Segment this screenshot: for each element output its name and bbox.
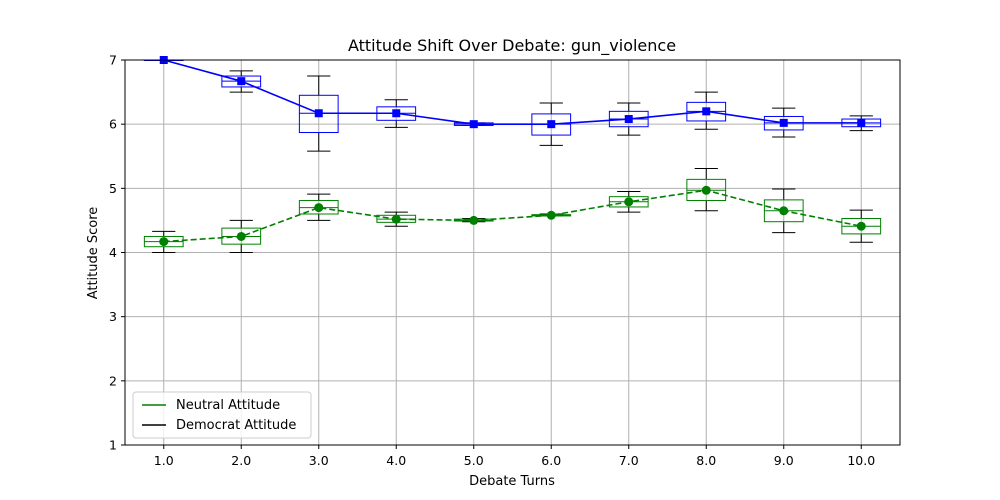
y-tick-label: 4 — [109, 245, 117, 260]
mean-markers — [159, 56, 866, 247]
mean-marker-democrat — [702, 107, 711, 116]
mean-marker-neutral — [236, 231, 246, 241]
box-neutral — [221, 219, 262, 253]
x-tick-label: 2.0 — [231, 453, 251, 468]
y-tick-label: 3 — [109, 309, 117, 324]
mean-marker-neutral — [779, 206, 789, 216]
mean-line-neutral — [163, 189, 862, 243]
mean-marker-neutral — [546, 210, 556, 220]
box-neutral — [841, 209, 882, 243]
legend-frame — [132, 391, 312, 439]
mean-marker-neutral — [701, 185, 711, 195]
mean-marker-neutral — [856, 221, 866, 231]
legend-label-neutral: Neutral Attitude — [176, 398, 280, 413]
y-axis-label: Attitude Score — [86, 207, 101, 300]
mean-marker-democrat — [857, 118, 866, 127]
x-tick-label: 5.0 — [464, 453, 484, 468]
axis-ticks: 1.0 2.0 3.0 4.0 5.0 6.0 7.0 8.0 9.0 10.0 1 2 3 4 5 6 7 — [109, 53, 875, 469]
mean-lines — [163, 59, 862, 243]
mean-marker-democrat — [469, 120, 478, 129]
x-axis-label: Debate Turns — [469, 474, 555, 489]
y-tick-label: 1 — [109, 438, 117, 453]
mean-marker-neutral — [159, 237, 169, 247]
x-tick-label: 3.0 — [309, 453, 329, 468]
x-tick-label: 7.0 — [619, 453, 639, 468]
legend-label-democrat: Democrat Attitude — [176, 418, 296, 433]
mean-marker-democrat — [314, 109, 323, 118]
y-tick-label: 7 — [109, 53, 117, 68]
y-tick-label: 5 — [109, 181, 117, 196]
box-plots — [143, 59, 882, 253]
x-tick-label: 1.0 — [154, 453, 174, 468]
mean-marker-neutral — [469, 215, 479, 225]
x-tick-label: 10.0 — [847, 453, 875, 468]
mean-line-democrat — [163, 59, 862, 125]
x-tick-label: 8.0 — [696, 453, 716, 468]
mean-marker-neutral — [391, 214, 401, 224]
chart-title: Attitude Shift Over Debate: gun_violence — [348, 36, 676, 56]
mean-marker-democrat — [779, 118, 788, 127]
y-tick-label: 6 — [109, 117, 117, 132]
mean-marker-democrat — [392, 109, 401, 118]
mean-marker-neutral — [624, 197, 634, 207]
mean-marker-democrat — [237, 77, 246, 86]
y-tick-label: 2 — [109, 373, 117, 388]
legend: Neutral Attitude Democrat Attitude — [132, 391, 312, 439]
mean-marker-democrat — [624, 115, 633, 124]
x-tick-label: 9.0 — [774, 453, 794, 468]
x-tick-label: 4.0 — [386, 453, 406, 468]
mean-marker-democrat — [547, 120, 556, 129]
x-tick-label: 6.0 — [541, 453, 561, 468]
mean-marker-neutral — [314, 203, 324, 213]
